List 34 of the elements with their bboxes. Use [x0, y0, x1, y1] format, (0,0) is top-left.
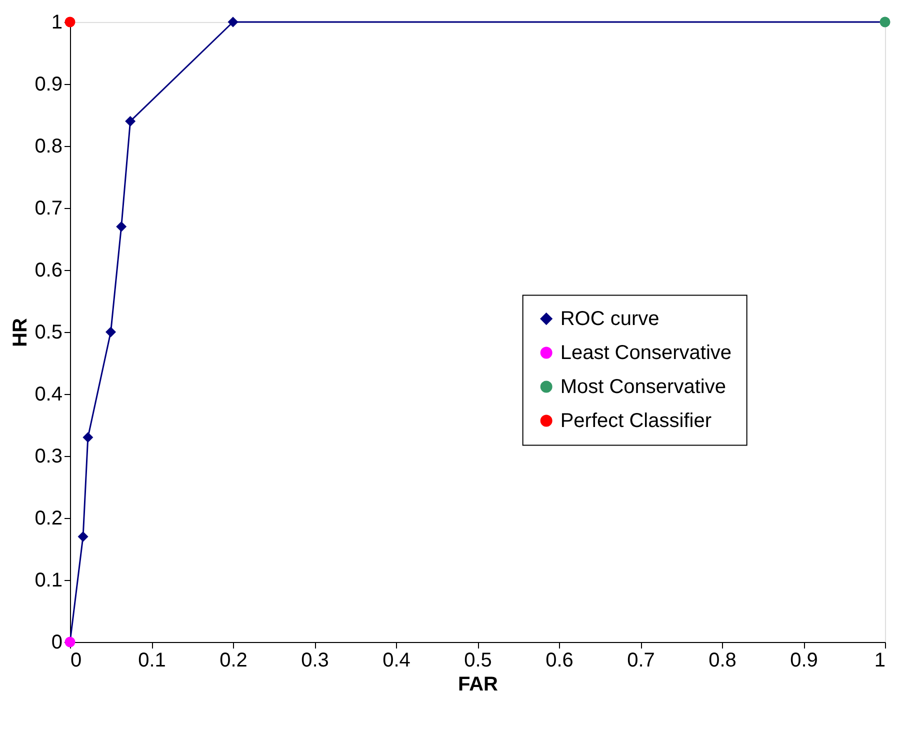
x-tick-label: 0.7: [627, 650, 655, 672]
point: [116, 221, 127, 232]
point: [106, 326, 116, 338]
y-tick-label: 1: [51, 12, 62, 34]
x-tick-label: 0.8: [708, 650, 736, 672]
y-tick-label: 0.3: [34, 446, 62, 468]
point: [78, 531, 88, 542]
x-tick-label: 0.4: [382, 650, 410, 672]
y-axis-title: HR: [10, 318, 32, 347]
y-tick-label: 0.6: [34, 260, 62, 282]
x-axis-title: FAR: [458, 674, 499, 696]
y-tick-label: 0.1: [34, 570, 62, 592]
point: [82, 432, 94, 443]
y-tick-label: 0.9: [34, 74, 62, 96]
point: [228, 16, 238, 28]
x-tick-label: 0.3: [301, 650, 329, 672]
legend-label: Most Conservative: [560, 376, 726, 398]
legend-label: Least Conservative: [560, 342, 732, 364]
x-tick-label: 0.1: [138, 650, 166, 672]
y-tick-label: 0.2: [34, 508, 62, 530]
x-tick-label: 0.6: [546, 650, 574, 672]
y-tick-label: 0: [51, 632, 62, 654]
y-tick-label: 0.7: [34, 198, 62, 220]
legend-label: Perfect Classifier: [560, 410, 712, 432]
y-tick-label: 0.5: [34, 322, 62, 344]
x-tick-label: 0: [70, 650, 82, 672]
x-tick-label: 1: [874, 650, 886, 672]
legend-label: ROC curve: [560, 308, 660, 330]
point: [125, 116, 136, 126]
x-tick-label: 0.2: [220, 650, 248, 672]
x-tick-label: 0.9: [790, 650, 818, 672]
y-tick-label: 0.4: [34, 384, 62, 406]
y-tick-label: 0.8: [34, 136, 62, 158]
x-tick-label: 0.5: [464, 650, 492, 672]
